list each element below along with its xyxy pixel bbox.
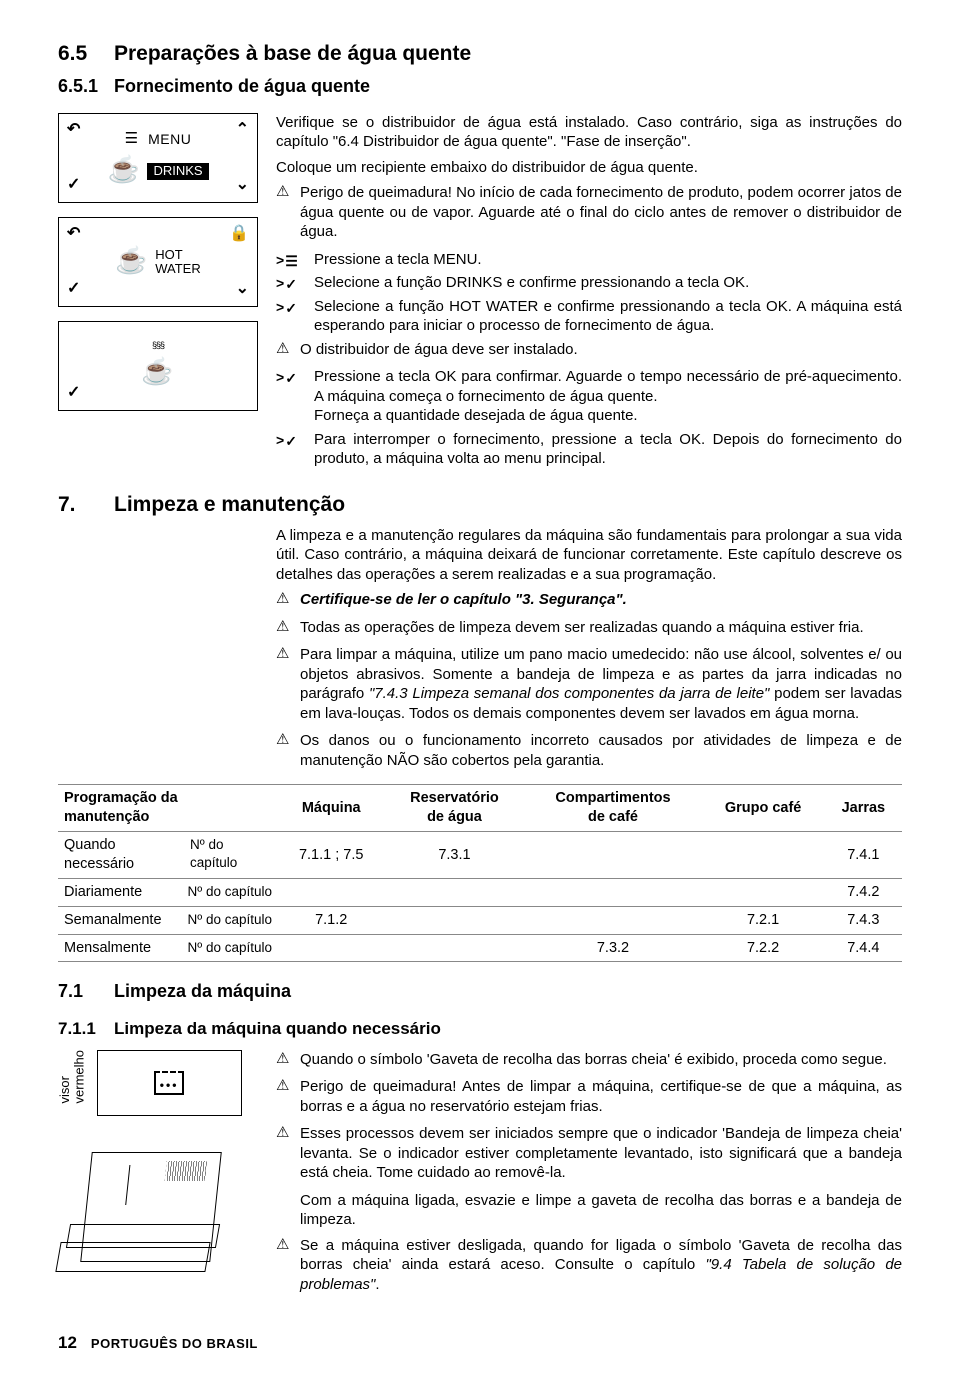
chevron-up-icon: ⌃ [236,120,249,141]
drinks-label: DRINKS [147,163,208,180]
intro-paragraph: A limpeza e a manutenção regulares da má… [276,526,902,585]
table-row: DiariamenteNº do capítulo7.4.2 [58,878,902,906]
steam-icon: §§§ [152,340,164,352]
warning-icon: ⚠ [276,732,294,771]
heading-7-1: 7.1Limpeza da máquina [58,980,902,1003]
warning-icon: ⚠ [276,591,294,611]
warning-icon: ⚠ [276,1237,294,1296]
machine-screens-column: ↶ ⌃ ✓ ⌄ ☰ MENU DRINKS ↶ 🔒 ✓ ⌄ [58,113,258,425]
warning-text: O distribuidor de água deve ser instalad… [300,340,902,360]
back-icon: ↶ [67,120,80,141]
section-7-intro: A limpeza e a manutenção regulares da má… [276,526,902,779]
col-header: Máquina [278,785,384,832]
ok-icon: ✓ [67,175,80,196]
machine-sketch [58,1130,230,1280]
step-marker: >☰ [276,250,310,270]
step-marker: >✓ [276,297,310,336]
screen-dispensing: ✓ §§§ [58,321,258,411]
col-header: Grupo café [701,785,824,832]
heading-6-5: 6.5Preparações à base de água quente [58,40,902,67]
step-marker: >✓ [276,273,310,293]
intro-paragraph: Verifique se o distribuidor de água está… [276,113,902,152]
visor-label: visorvermelho [58,1050,87,1103]
illustration-column: visorvermelho ••• [58,1050,258,1280]
body-paragraph: Com a máquina ligada, esvazie e limpe a … [276,1191,902,1230]
warning-bold: Certifique-se de ler o capítulo "3. Segu… [300,590,902,610]
hot-water-label: HOT WATER [155,248,201,275]
warning-text: Perigo de queimadura! No início de cada … [300,183,902,242]
page-footer: 12 PORTUGUÊS DO BRASIL [58,1332,902,1354]
col-header: Compartimentosde café [524,785,701,832]
page-number: 12 [58,1332,77,1354]
warning-icon: ⚠ [276,1125,294,1184]
instructions-6-5-1: Verifique se o distribuidor de água está… [276,113,902,473]
cup-icon [107,156,141,186]
warning-icon: ⚠ [276,646,294,724]
section-7-1-1-body: ⚠ Quando o símbolo 'Gaveta de recolha da… [276,1050,902,1303]
step-text: Para interromper o fornecimento, pressio… [314,430,902,469]
warning-text: Quando o símbolo 'Gaveta de recolha das … [300,1050,902,1070]
warning-text: Para limpar a máquina, utilize um pano m… [300,645,902,723]
col-header: Programação damanutenção [58,785,278,832]
cup-icon [141,358,175,388]
ok-icon: ✓ [67,279,80,300]
warning-icon: ⚠ [276,1078,294,1117]
step-text: Selecione a função DRINKS e confirme pre… [314,273,902,293]
step-text: Selecione a função HOT WATER e confirme … [314,297,902,336]
table-row: Quando necessárioNº do capítulo7.1.1 ; 7… [58,832,902,879]
col-header: Jarras [825,785,902,832]
warning-text: Todas as operações de limpeza devem ser … [300,618,902,638]
screen-menu: ↶ ⌃ ✓ ⌄ ☰ MENU DRINKS [58,113,258,203]
ok-icon: ✓ [67,383,80,404]
heading-6-5-1: 6.5.1Fornecimento de água quente [58,75,902,98]
step-marker: >✓ [276,430,310,469]
lock-icon: 🔒 [229,224,249,245]
screen-hot-water: ↶ 🔒 ✓ ⌄ HOT WATER [58,217,258,307]
step-text: Pressione a tecla OK para confirmar. Agu… [314,367,902,426]
heading-7: 7.Limpeza e manutenção [58,491,902,518]
warning-text: Se a máquina estiver desligada, quando f… [300,1236,902,1295]
col-header: Reservatóriode água [384,785,524,832]
maintenance-schedule-table: Programação damanutenção Máquina Reserva… [58,784,902,962]
warning-icon: ⚠ [276,619,294,639]
table-row: SemanalmenteNº do capítulo7.1.27.2.17.4.… [58,906,902,934]
back-icon: ↶ [67,224,80,245]
warning-icon: ⚠ [276,1051,294,1071]
warning-text: Esses processos devem ser iniciados semp… [300,1124,902,1183]
warning-text: Os danos ou o funcionamento incorreto ca… [300,731,902,770]
chevron-down-icon: ⌄ [236,175,249,196]
list-icon: ☰ [125,129,138,149]
warning-icon: ⚠ [276,341,294,361]
table-row: MensalmenteNº do capítulo7.3.27.2.27.4.4 [58,934,902,962]
menu-label: MENU [148,130,191,148]
language-label: PORTUGUÊS DO BRASIL [91,1336,258,1353]
step-marker: >✓ [276,367,310,426]
warning-icon: ⚠ [276,184,294,243]
cup-steam-icon [115,247,149,277]
warning-text: Perigo de queimadura! Antes de limpar a … [300,1077,902,1116]
chevron-down-icon: ⌄ [236,279,249,300]
intro-paragraph-2: Coloque um recipiente embaixo do distrib… [276,158,902,178]
tray-indicator-icon: ••• [97,1050,242,1116]
step-text: Pressione a tecla MENU. [314,250,902,270]
heading-7-1-1: 7.1.1Limpeza da máquina quando necessári… [58,1018,902,1040]
